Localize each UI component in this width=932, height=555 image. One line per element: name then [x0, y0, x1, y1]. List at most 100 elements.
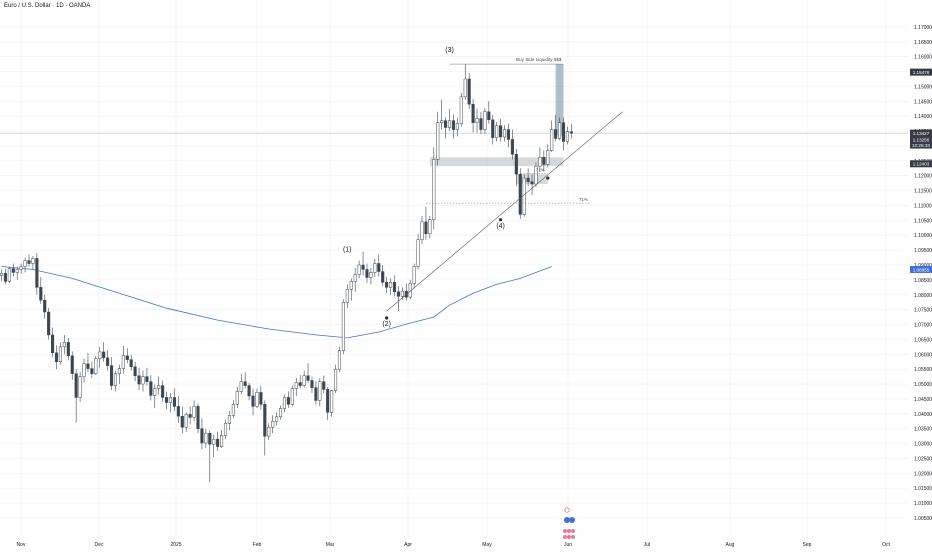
candle-down: [306, 375, 310, 381]
event-dividend-icon[interactable]: [569, 517, 575, 523]
y-tick-label: 1.10000: [914, 233, 932, 239]
candle-down: [542, 157, 546, 165]
candle-down: [86, 363, 90, 369]
grid-lines: [0, 0, 908, 540]
candle-down: [11, 268, 15, 273]
candle-down: [361, 264, 365, 270]
candle-down: [3, 273, 7, 282]
price-tag-label: 1.13256: [913, 137, 930, 142]
x-tick-label: Aug: [726, 542, 735, 548]
candle-up: [502, 129, 507, 138]
zone-box[interactable]: [429, 157, 564, 167]
time-axis[interactable]: Nov Dec 2025 Feb Mar Apr May Jun Jul Aug Sep Oct: [17, 542, 891, 548]
wave-label: (2): [382, 321, 391, 328]
candle-up: [82, 363, 86, 377]
candle-up: [416, 239, 420, 267]
candle-up: [282, 397, 287, 409]
event-news-icon[interactable]: [563, 529, 567, 533]
y-tick-label: 1.04500: [914, 397, 932, 403]
event-news-icon[interactable]: [571, 535, 575, 539]
candle-up: [223, 423, 228, 436]
candle-up: [330, 390, 334, 413]
candle-down: [310, 380, 314, 388]
candle-down: [396, 291, 400, 297]
candle-up: [550, 129, 554, 151]
candle-down: [125, 355, 129, 360]
candle-up: [475, 118, 479, 123]
y-tick-label: 1.02500: [914, 456, 932, 462]
candle-down: [554, 129, 558, 139]
pivot-dot[interactable]: [499, 218, 503, 222]
pivot-dot[interactable]: [546, 176, 550, 180]
y-tick-label: 1.14500: [914, 99, 932, 105]
candle-down: [216, 438, 220, 447]
candle-up: [267, 426, 271, 437]
price-tag[interactable]: [910, 160, 932, 168]
price-tag[interactable]: [910, 265, 932, 273]
candle-down: [479, 118, 483, 130]
candle-up: [94, 358, 98, 374]
event-news-icon[interactable]: [563, 535, 567, 539]
y-tick-label: 1.11500: [914, 189, 932, 195]
x-tick-label: Sep: [803, 542, 812, 548]
candle-up: [349, 281, 353, 290]
candle-up: [337, 350, 342, 370]
candle-down: [444, 120, 448, 128]
candle-up: [455, 123, 459, 130]
event-icons[interactable]: [563, 507, 575, 539]
candle-up: [373, 263, 377, 273]
candle-down: [471, 104, 475, 123]
price-axis[interactable]: 1.170001.165001.160001.155001.150001.145…: [910, 25, 932, 522]
candle-down: [43, 299, 47, 313]
price-tag-label: 10:25:33: [912, 143, 930, 148]
candle-down: [145, 376, 149, 382]
candle-down: [510, 139, 514, 155]
candle-up: [184, 414, 188, 428]
candle-down: [66, 342, 70, 357]
price-tag[interactable]: [910, 129, 932, 137]
candle-up: [459, 96, 463, 124]
event-news-icon[interactable]: [571, 529, 575, 533]
price-tag[interactable]: [910, 141, 932, 149]
price-tag[interactable]: [910, 136, 932, 144]
event-dividend-icon[interactable]: [564, 517, 570, 523]
candle-up: [341, 301, 345, 351]
candle-up: [235, 391, 239, 405]
candle-down: [365, 269, 369, 278]
price-tag[interactable]: [910, 68, 932, 76]
event-news-icon[interactable]: [567, 529, 571, 533]
candle-down: [188, 414, 192, 418]
candle-up: [389, 282, 393, 288]
y-tick-label: 1.08000: [914, 293, 932, 299]
x-tick-label: Feb: [253, 542, 262, 548]
x-tick-label: Nov: [17, 542, 26, 548]
candle-down: [90, 368, 94, 374]
candle-down: [47, 311, 51, 336]
y-tick-label: 1.05500: [914, 367, 932, 373]
candle-down: [27, 260, 31, 264]
drawings[interactable]: [385, 63, 623, 320]
candle-down: [491, 119, 495, 138]
x-tick-label: Apr: [404, 542, 412, 548]
candle-down: [106, 357, 110, 366]
candle-down: [377, 263, 381, 272]
event-flag-icon[interactable]: [564, 507, 570, 513]
event-news-icon[interactable]: [567, 535, 571, 539]
y-tick-label: 1.12000: [914, 174, 932, 180]
trendline[interactable]: [386, 111, 623, 312]
candle-down: [70, 355, 74, 374]
pivot-dot[interactable]: [385, 316, 389, 320]
annotations: Buy Side Liquidity $$$ 71% 71% (1) (2) (3) (4): [343, 47, 588, 328]
candle-down: [385, 282, 389, 288]
candle-up: [98, 351, 102, 360]
candle-down: [39, 287, 43, 301]
y-tick-label: 1.07500: [914, 308, 932, 314]
candle-up: [231, 404, 235, 416]
liquidity-box[interactable]: [555, 64, 564, 136]
candle-up: [436, 122, 440, 160]
candle-up: [0, 273, 4, 276]
y-tick-label: 1.03500: [914, 427, 932, 433]
candle-down: [133, 366, 137, 376]
